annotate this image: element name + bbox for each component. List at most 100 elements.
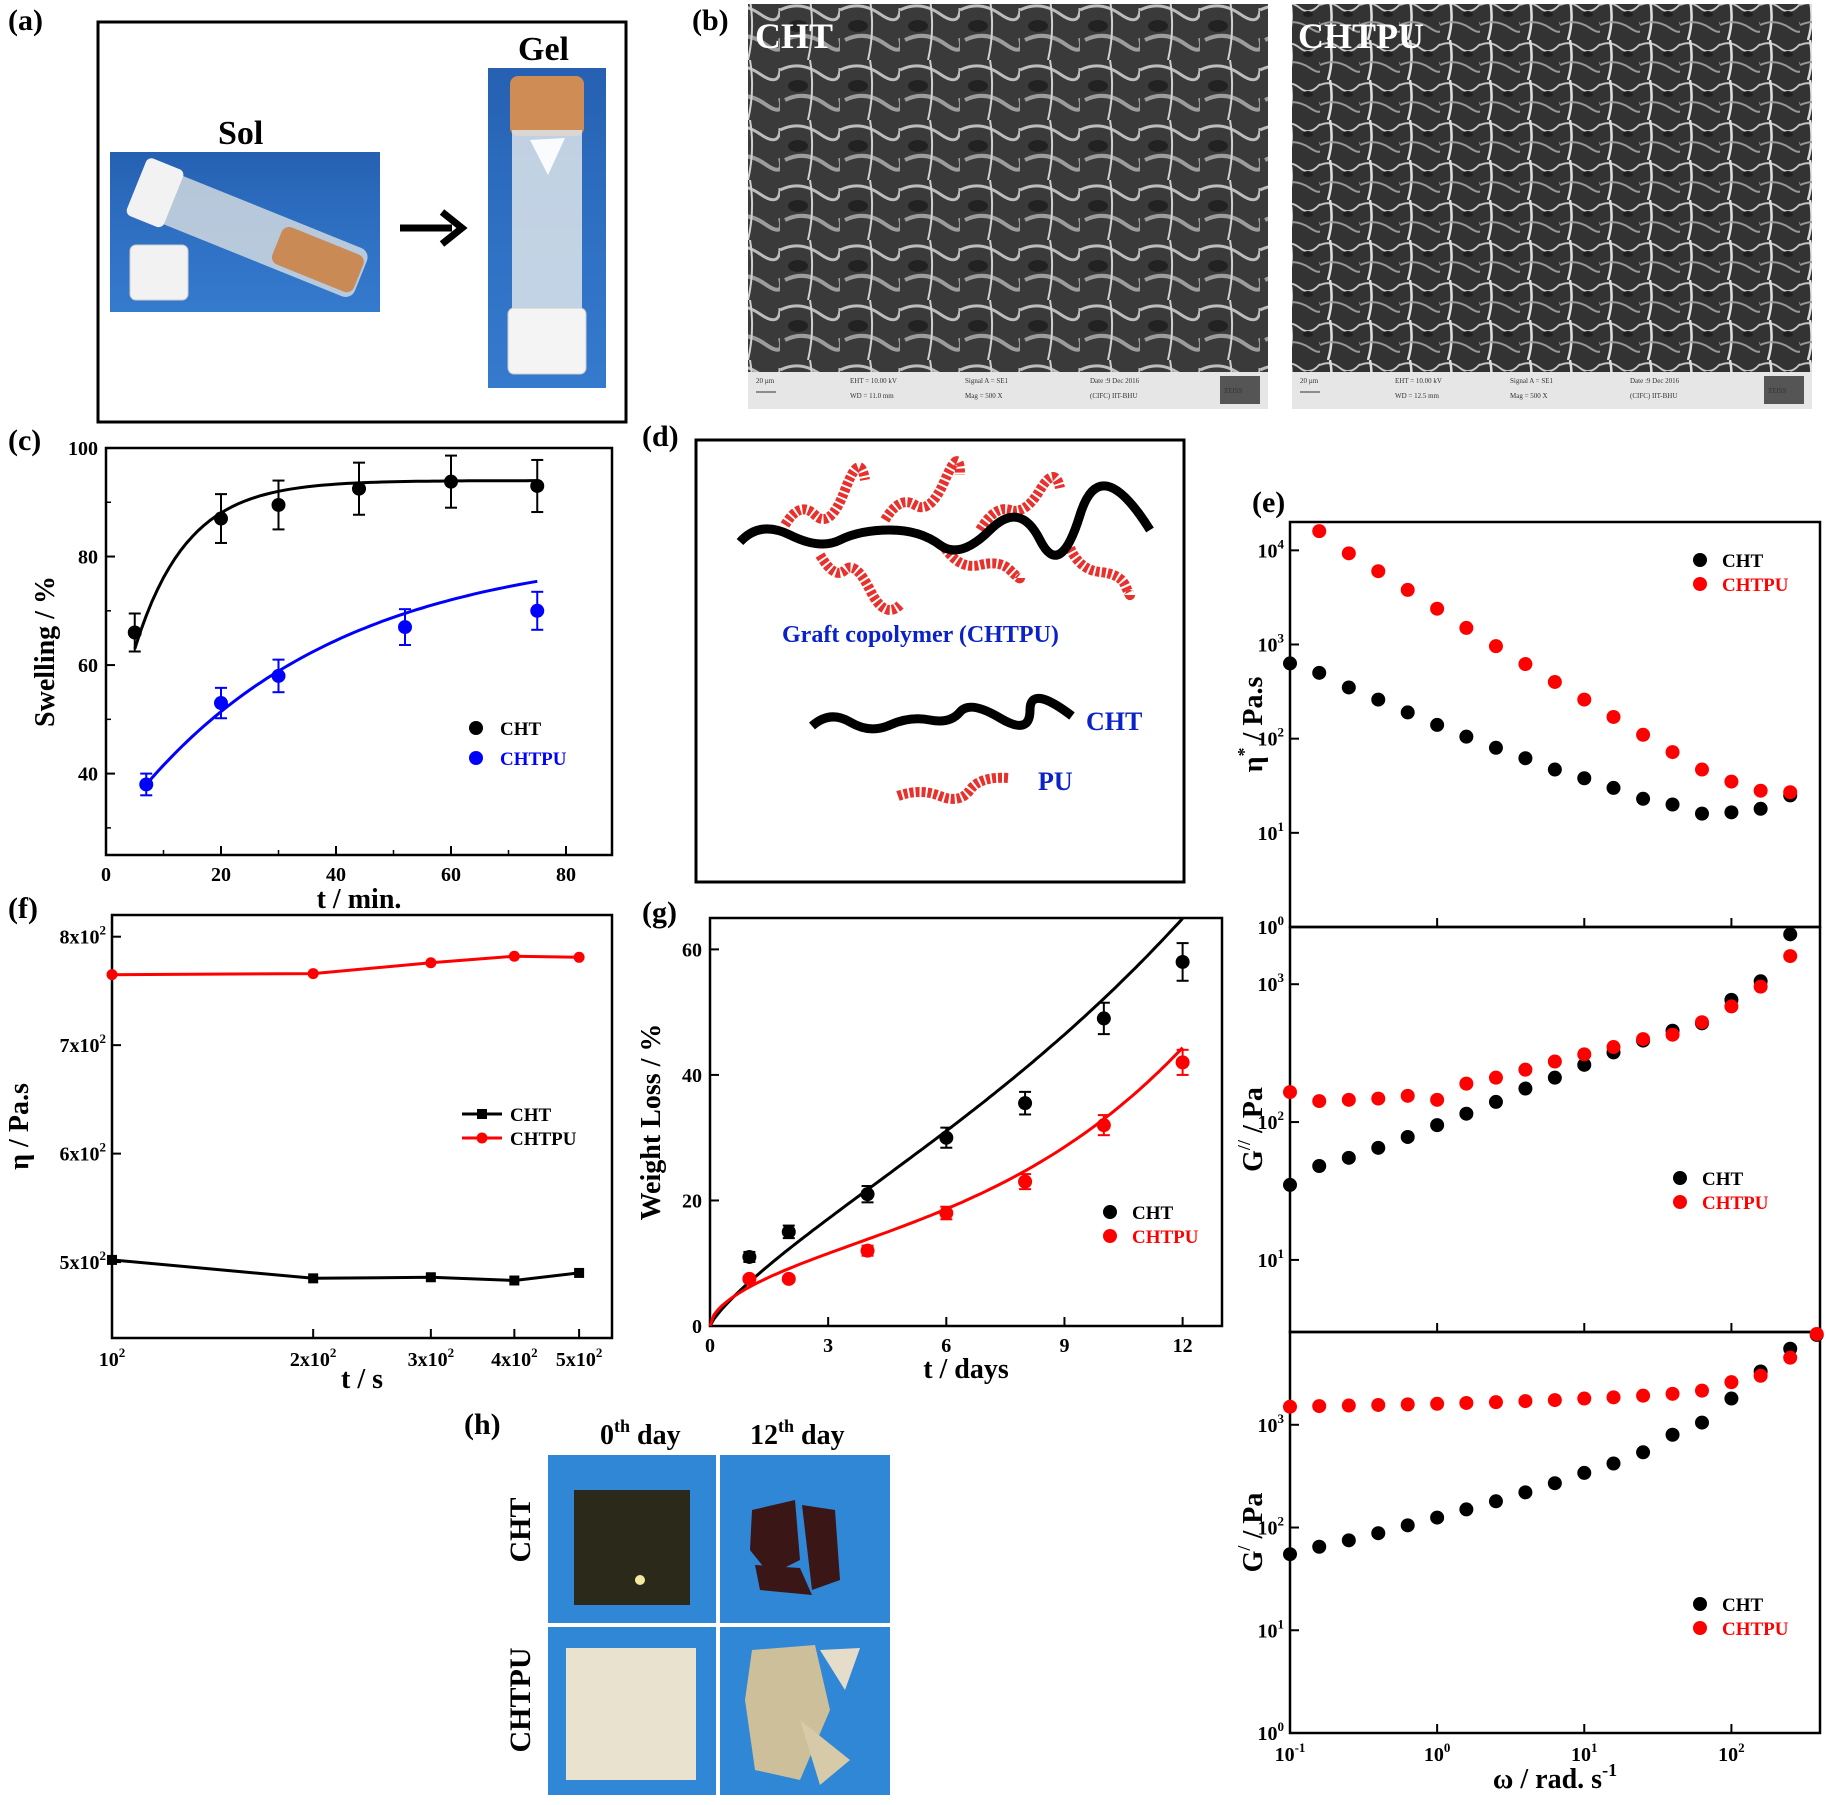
x-tick-label: 4x102 [491, 1345, 538, 1371]
sem-chtpu-eht: EHT = 10.00 kV [1395, 377, 1442, 385]
row-label-cht: CHT [504, 1497, 537, 1562]
data-point-cht [1724, 1391, 1739, 1406]
data-point-cht [1636, 791, 1651, 806]
data-point-chtpu [425, 957, 437, 969]
x-tick-label: 5x102 [556, 1345, 603, 1371]
data-point-chtpu [106, 969, 118, 981]
column-label-day0: 0th day [600, 1416, 681, 1451]
panel-a-frame [96, 20, 628, 424]
data-point-cht [308, 1273, 319, 1284]
data-point-chtpu [1400, 1088, 1415, 1103]
x-tick-label: 40 [326, 864, 346, 886]
y-tick-label: 101 [1258, 1616, 1285, 1642]
fit-curve-cht [133, 479, 538, 650]
data-point-chtpu [1665, 1386, 1680, 1401]
fit-curve-cht [708, 917, 1184, 1327]
data-point-chtpu [1753, 979, 1768, 994]
data-point-chtpu [1547, 674, 1562, 689]
row-label-chtpu: CHTPU [504, 1648, 537, 1753]
data-point-cht [1400, 1518, 1415, 1533]
x-tick-label: 20 [211, 864, 231, 886]
data-point-cht [1636, 1445, 1651, 1460]
data-point-chtpu [1694, 762, 1709, 777]
legend-marker-cht [1103, 1205, 1117, 1219]
chart-c-frame [104, 446, 614, 857]
data-point-chtpu [1753, 1368, 1768, 1383]
legend-label-cht: CHT [1132, 1203, 1174, 1224]
data-point-cht [1175, 954, 1190, 969]
chart-e-frame-3 [1288, 1330, 1822, 1735]
y-tick-label: 5x102 [60, 1248, 107, 1274]
data-point-cht [1430, 717, 1445, 732]
data-point-cht [1606, 1456, 1621, 1471]
panel-h-label: (h) [464, 1408, 501, 1441]
legend-label-cht: CHT [500, 719, 542, 740]
y-tick-label: 0 [692, 1316, 702, 1338]
gel-photo [488, 68, 606, 388]
sem-cht-lab: (CIFC) IIT-BHU [1090, 392, 1137, 400]
panel-g-label: (g) [642, 896, 677, 929]
data-point-cht [1312, 1539, 1327, 1554]
y-tick-label: 101 [1258, 1246, 1285, 1272]
y-axis-label: η / Pa.s [4, 1083, 35, 1170]
sem-chtpu-title: CHTPU [1298, 16, 1424, 56]
x-axis-label: ω / rad. s-1 [1493, 1760, 1617, 1795]
legend-label-cht: CHT [1702, 1169, 1744, 1190]
data-point-chtpu [1518, 1394, 1533, 1409]
data-point-chtpu [1606, 709, 1621, 724]
data-point-chtpu [1096, 1118, 1111, 1133]
photo-chtpu-day12 [720, 1627, 890, 1795]
x-tick-label: 3x102 [408, 1345, 455, 1371]
data-point-chtpu [1694, 1015, 1709, 1030]
chart-g-weight-loss: (g) 0 3 6 9 12 0 20 40 60 t / days Weight Loss / % C… [636, 896, 1224, 1385]
chart-f-frame [110, 913, 614, 1340]
legend-label-cht: CHT [1722, 551, 1764, 572]
legend-marker-chtpu [469, 751, 483, 765]
y-axis-label: Weight Loss / % [636, 1024, 667, 1221]
legend-label-chtpu: CHTPU [1702, 1193, 1769, 1214]
data-point-chtpu [1724, 999, 1739, 1014]
sem-chtpu-mag: Mag = 500 X [1510, 392, 1548, 400]
data-point-cht [1577, 1465, 1592, 1480]
data-point-cht [1018, 1096, 1033, 1111]
data-point-chtpu [1809, 1327, 1824, 1341]
data-point-chtpu [781, 1271, 796, 1286]
y-tick-label: 80 [78, 547, 98, 569]
data-point-chtpu [742, 1271, 757, 1286]
sem-cht-title: CHT [755, 16, 833, 56]
data-point-chtpu [1341, 1398, 1356, 1413]
data-point-cht [1459, 1502, 1474, 1517]
y-axis-label: η* / Pa.s [1234, 677, 1269, 773]
sem-image-chtpu: CHTPU 20 µm EHT = 10.00 kV WD = 12.5 mm … [1292, 4, 1812, 409]
data-point-chtpu [214, 696, 228, 711]
data-point-cht [1694, 806, 1709, 821]
y-axis-label: Swelling / % [30, 576, 61, 727]
sem-cht-date: Date :9 Dec 2016 [1090, 377, 1140, 385]
legend-marker-chtpu [1693, 1621, 1707, 1635]
panel-b: (b) CHT 20 µm EHT = 10.00 kV WD = 11.0 m… [692, 4, 1812, 409]
data-point-chtpu [1636, 1388, 1651, 1403]
data-point-chtpu [1636, 1032, 1651, 1047]
y-tick-label: 100 [68, 438, 98, 460]
data-point-cht [1430, 1118, 1445, 1133]
series-line-cht [111, 1258, 580, 1283]
panel-d-frame [694, 438, 1186, 884]
panel-e-label: (e) [1252, 486, 1285, 519]
data-point-cht [574, 1267, 585, 1278]
legend-marker-chtpu [476, 1132, 488, 1144]
data-point-cht [742, 1249, 757, 1264]
chart-g-frame [708, 916, 1224, 1328]
fit-curve-chtpu [145, 579, 538, 786]
y-tick-label: 6x102 [60, 1140, 107, 1166]
x-tick-label: 80 [556, 864, 576, 886]
data-point-chtpu [1488, 1070, 1503, 1085]
sem-chtpu-lab: (CIFC) IIT-BHU [1630, 392, 1677, 400]
data-point-chtpu [1341, 546, 1356, 561]
data-point-cht [1488, 1494, 1503, 1509]
data-point-cht [1283, 1547, 1297, 1562]
data-point-chtpu [1518, 1062, 1533, 1077]
data-point-cht [1518, 1081, 1533, 1096]
y-axis-label: G// / Pa [1234, 1087, 1269, 1172]
chart-f-viscosity: (f) 102 2x102 3x102 4x102 5x102 5x102 6x102 7x10… [4, 892, 614, 1395]
